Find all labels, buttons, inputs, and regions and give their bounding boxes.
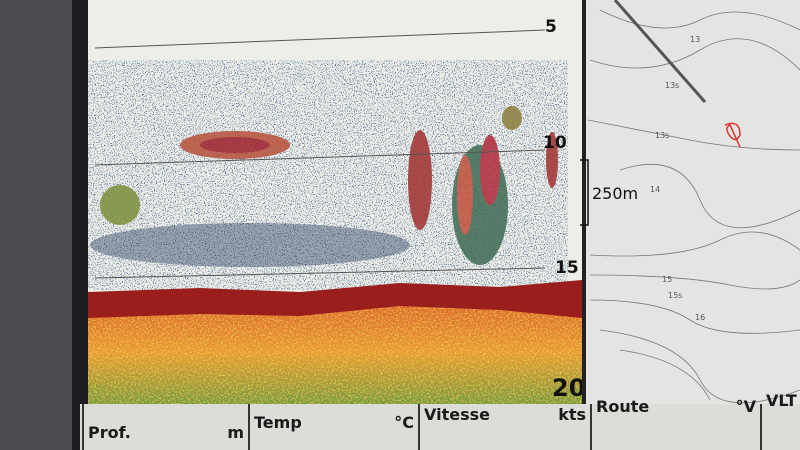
- contour-label: 15s: [668, 291, 682, 300]
- contour-label: 13: [690, 35, 700, 44]
- field-unit: °C: [394, 413, 414, 432]
- field-label: VLT: [766, 391, 797, 410]
- depth-line: [94, 149, 546, 166]
- contour-lines: [587, 9, 800, 404]
- divider: [582, 0, 586, 406]
- fish-echo: [90, 106, 558, 267]
- bezel: [0, 0, 85, 450]
- seabed-texture: [88, 300, 582, 406]
- depth-label: 20: [552, 374, 585, 402]
- depth-label: 10: [543, 133, 567, 153]
- field-label: Route: [596, 397, 649, 416]
- depth-label: 5: [545, 17, 557, 37]
- field-unit: m: [227, 423, 244, 442]
- field-label: Prof.: [88, 423, 131, 442]
- scale-box: [590, 182, 640, 204]
- scale-bracket: [580, 159, 589, 226]
- bottom-line: [88, 280, 582, 318]
- field-unit: °V: [736, 397, 757, 416]
- field-label: Vitesse: [424, 405, 490, 424]
- vessel-marker: [724, 122, 741, 148]
- contour-label: 13s: [665, 81, 679, 90]
- range-scale: 250m: [592, 184, 638, 203]
- field-unit: kts: [558, 405, 586, 424]
- heading-line: [613, 0, 707, 103]
- depth-label: 15: [555, 258, 579, 278]
- contour-label: 13s: [655, 131, 669, 140]
- contour-label: 16: [695, 313, 705, 322]
- bezel-edge: [72, 0, 88, 450]
- contour-label: 14: [650, 185, 660, 194]
- status-fields: Prof. m Temp °C Vitesse kts Route °V VLT: [82, 391, 797, 450]
- depth-line: [94, 29, 546, 49]
- contour-label: 15: [662, 275, 672, 284]
- depth-line: [94, 267, 546, 279]
- status-bar: [80, 404, 800, 450]
- field-label: Temp: [254, 413, 302, 432]
